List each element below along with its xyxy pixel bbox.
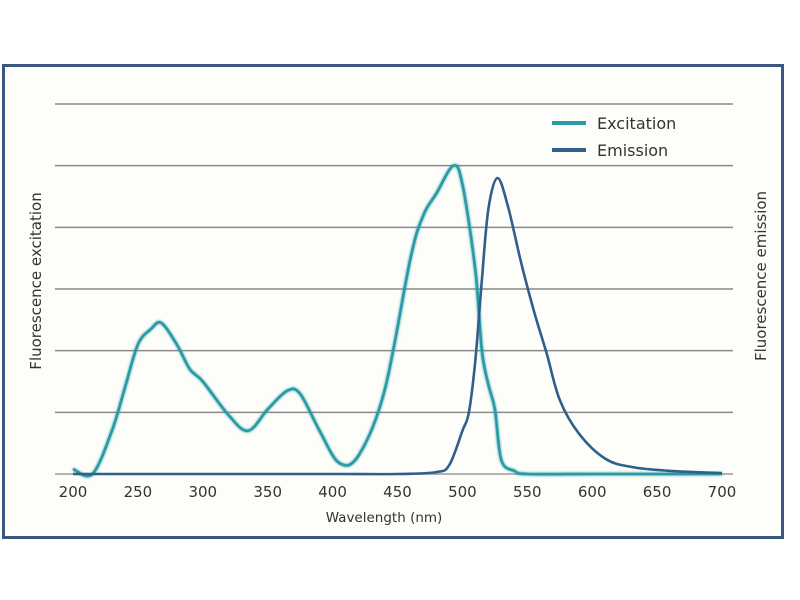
- chart-frame: [2, 64, 784, 539]
- legend-label-emission: Emission: [597, 141, 668, 160]
- y-axis-label-right: Fluorescence emission: [752, 191, 770, 361]
- x-axis-label: Wavelength (nm): [326, 510, 443, 526]
- y-axis-label-left: Fluorescence excitation: [27, 192, 45, 369]
- legend-label-excitation: Excitation: [597, 114, 676, 133]
- x-tick-label-450: 450: [383, 483, 412, 501]
- x-tick-label-350: 350: [253, 483, 282, 501]
- series-lines: [72, 164, 723, 478]
- x-tick-label-700: 700: [708, 483, 737, 501]
- x-tick-label-300: 300: [188, 483, 217, 501]
- series-line-excitation: [72, 164, 722, 478]
- x-tick-label-500: 500: [448, 483, 477, 501]
- x-tick-labels: 200 250 300 350 400 450 500 550 600 650 700: [59, 483, 737, 501]
- x-tick-label-200: 200: [59, 483, 88, 501]
- legend: Excitation Emission: [552, 114, 676, 160]
- series-line-emission: [73, 176, 723, 476]
- x-tick-label-600: 600: [578, 483, 607, 501]
- x-tick-label-400: 400: [318, 483, 347, 501]
- x-tick-label-550: 550: [513, 483, 542, 501]
- x-tick-label-650: 650: [643, 483, 672, 501]
- x-tick-label-250: 250: [124, 483, 153, 501]
